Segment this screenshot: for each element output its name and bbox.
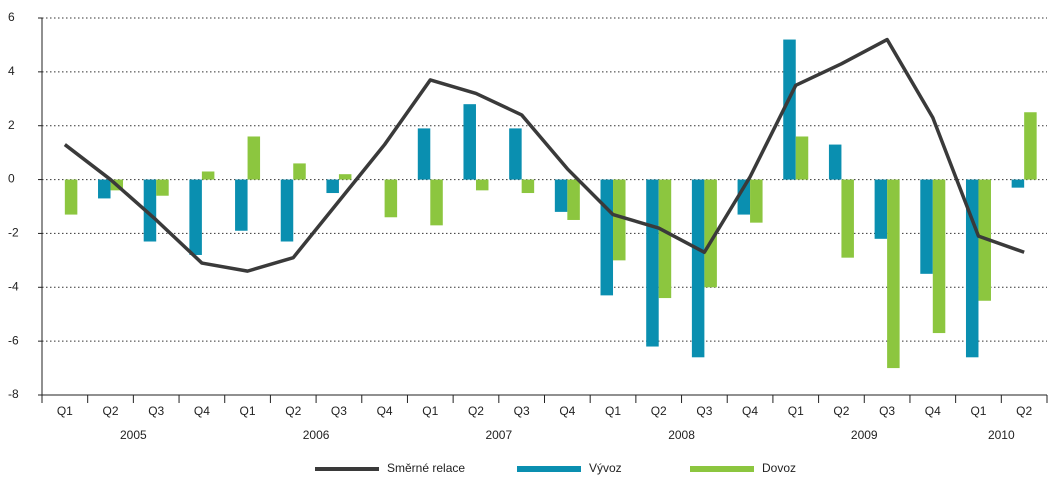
x-tick-label: Q2: [285, 404, 301, 418]
legend-swatch: [517, 466, 581, 472]
x-group-label: 2009: [851, 428, 878, 442]
x-tick-label: Q3: [696, 404, 712, 418]
x-tick-label: Q1: [605, 404, 621, 418]
legend-label: Vývoz: [589, 461, 622, 475]
bar: [143, 179, 157, 242]
bar: [920, 179, 933, 274]
bar: [521, 179, 535, 194]
y-tick-label: 0: [8, 172, 15, 186]
bar: [280, 179, 294, 242]
bar: [1024, 112, 1037, 180]
x-tick-label: Q4: [377, 404, 393, 418]
x-tick-label: Q2: [651, 404, 667, 418]
bar: [874, 179, 888, 239]
x-tick-label: Q1: [57, 404, 73, 418]
x-group-label: 2005: [120, 428, 147, 442]
x-tick-label: Q3: [514, 404, 530, 418]
x-tick-label: Q4: [742, 404, 758, 418]
bar: [430, 179, 443, 226]
bar: [338, 174, 352, 180]
bar: [841, 179, 854, 258]
x-tick-label: Q3: [879, 404, 895, 418]
legend-swatch: [690, 466, 754, 472]
x-group-label: 2007: [485, 428, 512, 442]
bar: [189, 179, 202, 255]
bar: [463, 104, 476, 180]
y-tick-label: -4: [8, 279, 19, 293]
x-tick-label: Q2: [103, 404, 119, 418]
x-tick-label: Q4: [194, 404, 210, 418]
legend-label: Směrné relace: [387, 461, 465, 475]
y-tick-label: -2: [8, 226, 19, 240]
bar: [691, 179, 705, 358]
x-tick-label: Q4: [559, 404, 575, 418]
y-tick-label: -8: [8, 387, 19, 401]
bar: [646, 179, 659, 347]
bar: [235, 179, 248, 231]
bar: [600, 179, 614, 296]
bar: [704, 179, 717, 288]
x-tick-label: Q2: [468, 404, 484, 418]
x-group-label: 2010: [988, 428, 1015, 442]
x-tick-label: Q1: [240, 404, 256, 418]
x-tick-label: Q1: [788, 404, 804, 418]
bar: [932, 179, 946, 334]
bar: [828, 144, 842, 180]
legend-label: Dovoz: [762, 461, 796, 475]
bar: [658, 179, 672, 299]
y-tick-label: -6: [8, 333, 19, 347]
bar: [384, 179, 398, 218]
bar: [64, 179, 78, 215]
bar: [98, 179, 111, 199]
bar: [783, 39, 796, 180]
x-group-label: 2008: [668, 428, 695, 442]
bar: [417, 128, 431, 180]
bar: [475, 179, 489, 191]
bar: [326, 179, 339, 194]
bar: [795, 136, 809, 180]
y-tick-label: 6: [8, 10, 15, 24]
bar: [293, 163, 306, 180]
x-tick-label: Q2: [1016, 404, 1032, 418]
bar: [1011, 179, 1025, 188]
bar: [247, 136, 261, 180]
bar: [750, 179, 763, 223]
y-tick-label: 4: [8, 64, 15, 78]
x-tick-label: Q2: [833, 404, 849, 418]
y-tick-label: 2: [8, 118, 15, 132]
bar: [737, 179, 751, 215]
bar: [201, 171, 215, 180]
bar: [887, 179, 900, 369]
x-tick-label: Q3: [331, 404, 347, 418]
bar: [613, 179, 626, 261]
x-tick-label: Q1: [970, 404, 986, 418]
bar: [156, 179, 169, 196]
x-tick-label: Q4: [925, 404, 941, 418]
bar: [567, 179, 580, 220]
x-group-label: 2006: [303, 428, 330, 442]
x-tick-label: Q3: [148, 404, 164, 418]
bar: [509, 128, 522, 180]
line: [63, 37, 1025, 273]
x-tick-label: Q1: [422, 404, 438, 418]
bar: [554, 179, 568, 212]
